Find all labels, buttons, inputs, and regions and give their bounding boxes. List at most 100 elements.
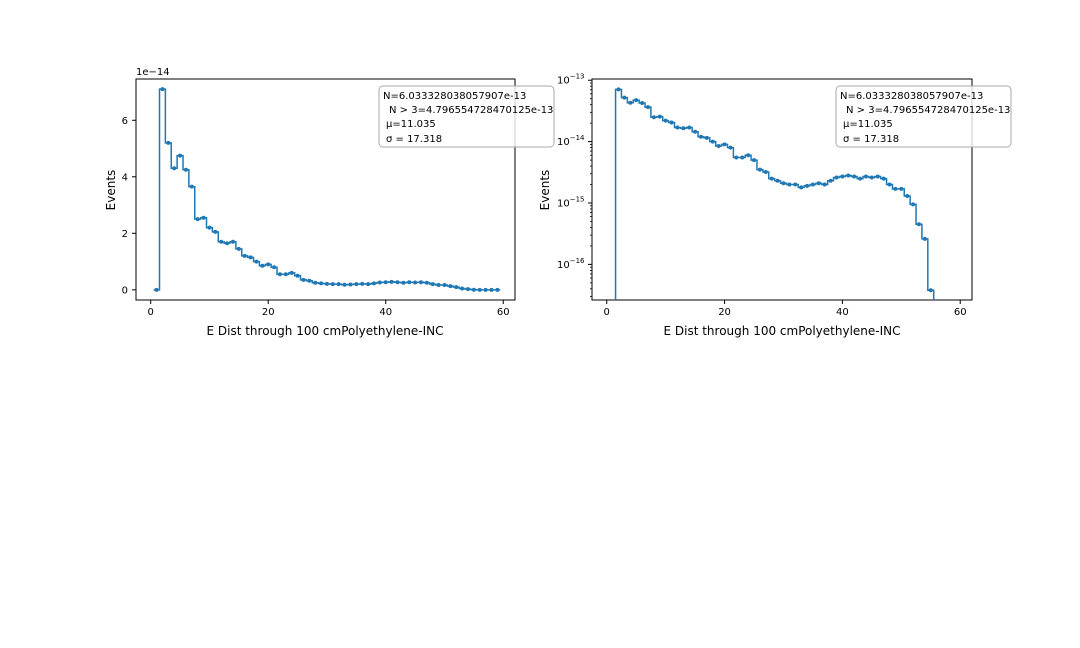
data-point [207, 225, 212, 230]
data-point [740, 155, 745, 160]
data-point [225, 241, 230, 246]
data-point [899, 186, 904, 191]
data-point [307, 278, 312, 283]
data-point [283, 272, 288, 277]
data-point [183, 167, 188, 172]
data-point [460, 286, 465, 291]
data-point [928, 288, 933, 293]
data-point [277, 272, 282, 277]
data-point [336, 282, 341, 287]
data-point [489, 287, 494, 292]
data-point [775, 178, 780, 183]
data-point [418, 280, 423, 285]
log-histogram-panel: E Dist through 100 cmPolyethylene-INC Ev… [538, 73, 1012, 338]
y-axis-label: Events [104, 170, 118, 211]
data-point [834, 175, 839, 180]
data-point [319, 281, 324, 286]
y-axis-label: Events [538, 170, 552, 211]
data-point [430, 282, 435, 287]
data-point [663, 118, 668, 123]
data-point [799, 185, 804, 190]
data-point [189, 184, 194, 189]
data-point [693, 129, 698, 134]
data-point [236, 246, 241, 251]
data-point [628, 100, 633, 105]
data-point [495, 287, 500, 292]
data-point [166, 140, 171, 145]
data-point [465, 287, 470, 292]
data-point [366, 282, 371, 287]
y-tick-label: 0 [122, 285, 128, 296]
data-point [645, 105, 650, 110]
data-point [787, 182, 792, 187]
data-point [477, 287, 482, 292]
x-tick-label: 60 [954, 307, 967, 318]
data-point [746, 153, 751, 158]
data-point [669, 120, 674, 125]
data-point [757, 167, 762, 172]
stats-box-frame [378, 85, 555, 148]
y-tick-label: 10−15 [557, 196, 585, 210]
data-point [219, 239, 224, 244]
x-axis-label: E Dist through 100 cmPolyethylene-INC [206, 324, 443, 338]
data-point [675, 125, 680, 130]
y-tick-label: 6 [122, 116, 128, 127]
data-point [401, 280, 406, 285]
x-tick-label: 0 [604, 307, 610, 318]
stats-mean: μ=11.035 [843, 119, 893, 130]
data-point [816, 181, 821, 186]
data-point [354, 282, 359, 287]
y-tick-label: 2 [122, 229, 128, 240]
data-point [810, 182, 815, 187]
data-point [254, 259, 259, 264]
data-point [651, 115, 656, 120]
data-point [266, 262, 271, 267]
data-point [846, 173, 851, 178]
data-point [178, 153, 183, 158]
data-point [881, 176, 886, 181]
data-point [763, 169, 768, 174]
data-point [863, 174, 868, 179]
data-point [160, 87, 165, 92]
data-point [436, 283, 441, 288]
stats-above-threshold: N > 3=4.796554728470125e-13 [389, 105, 553, 116]
x-tick-label: 20 [718, 307, 731, 318]
data-point [922, 236, 927, 241]
stats-box: N=6.033328038057907e-13 N > 3=4.79655472… [378, 85, 555, 148]
stats-mean: μ=11.035 [386, 119, 436, 130]
data-point [911, 202, 916, 207]
plot-area-frame [591, 78, 973, 301]
y-tick-label: 10−14 [557, 134, 585, 148]
data-point [728, 145, 733, 150]
data-point [348, 282, 353, 287]
data-point [442, 283, 447, 288]
y-tick-exponent: −16 [570, 257, 585, 265]
data-point [360, 281, 365, 286]
data-point [887, 182, 892, 187]
data-point [301, 277, 306, 282]
data-point [634, 98, 639, 103]
data-point [781, 181, 786, 186]
data-point [248, 255, 253, 260]
data-point [687, 125, 692, 130]
data-point [213, 229, 218, 234]
data-point [242, 253, 247, 258]
data-point [448, 284, 453, 289]
data-point [905, 194, 910, 199]
data-point [805, 183, 810, 188]
y-tick-exponent: −13 [570, 73, 585, 81]
data-point [330, 282, 335, 287]
data-point [822, 182, 827, 187]
data-point [313, 280, 318, 285]
data-point [389, 279, 394, 284]
data-point [852, 174, 857, 179]
data-point [195, 217, 200, 222]
x-tick-label: 0 [148, 307, 154, 318]
data-point [793, 182, 798, 187]
data-point [413, 280, 418, 285]
data-point [371, 281, 376, 286]
stats-total: N=6.033328038057907e-13 [383, 91, 526, 102]
data-point [407, 280, 412, 285]
data-point [734, 155, 739, 160]
